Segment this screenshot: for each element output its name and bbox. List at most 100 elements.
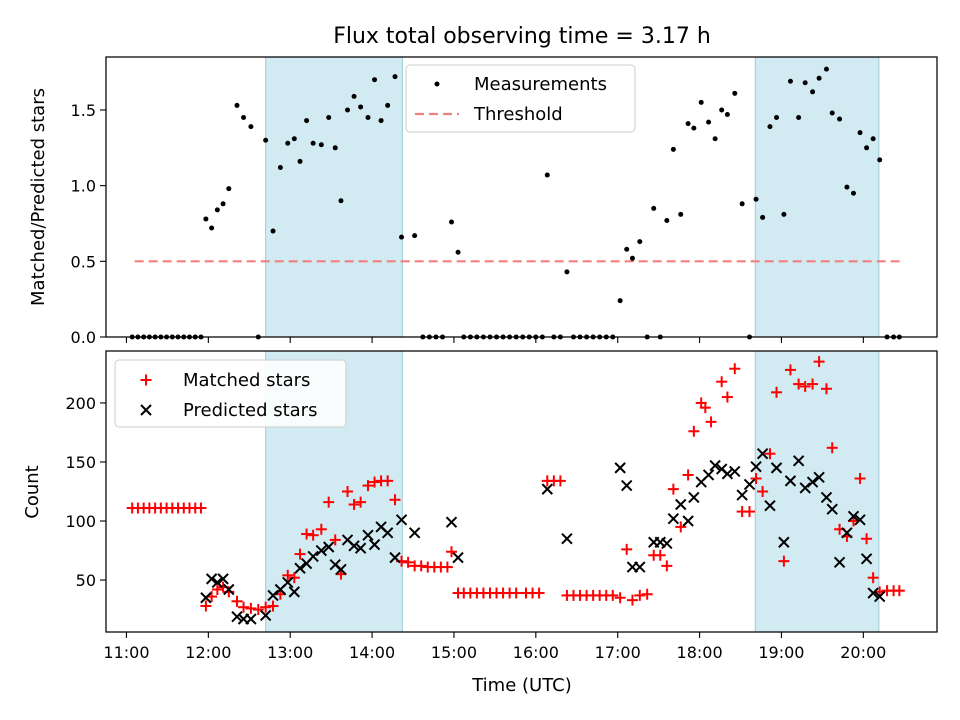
matched-star-point [634, 589, 646, 601]
measurement-point [698, 99, 704, 105]
bottom-shaded-span-1 [754, 350, 880, 633]
bottom-plot-panel: 50 100 150 200 11:00 12:00 13:00 14:00 15:00 16:… [22, 350, 938, 696]
bottom-axes-frame [105, 350, 938, 633]
predicted-star-point [452, 551, 464, 564]
measurement-point [864, 145, 870, 151]
measurement-point [304, 118, 310, 124]
cross-stroke-b [408, 527, 421, 539]
predicted-star-point [867, 587, 879, 599]
matched-star-point [721, 391, 733, 403]
matched-star-point [820, 383, 832, 395]
matched-star-point [252, 604, 264, 616]
matched-star-point [813, 356, 825, 368]
measurement-point [816, 75, 822, 81]
matched-star-point [744, 506, 756, 518]
matched-star-point [793, 378, 805, 390]
measurement-point [787, 78, 793, 84]
cross-stroke-b [667, 512, 680, 525]
x-tick-label: 13:00 [267, 643, 313, 662]
matched-star-point [699, 402, 711, 414]
cross-stroke-b [736, 489, 748, 501]
measurement-point [724, 112, 730, 118]
matched-star-point [369, 476, 381, 488]
matched-star-point [554, 475, 566, 487]
predicted-star-point [389, 551, 401, 564]
measurement-point [234, 102, 240, 108]
measurement-point [739, 201, 745, 207]
cross-stroke-b [770, 462, 783, 474]
cross-stroke-b [282, 576, 294, 589]
matched-star-point [688, 425, 700, 437]
predicted-star-point [315, 544, 328, 557]
predicted-star-point [395, 514, 408, 526]
bottom-y-tick-label: 200 [65, 394, 96, 413]
top-y-tick-label: 1.0 [71, 177, 96, 196]
predicted-star-point [368, 538, 381, 551]
predicted-star-point [335, 563, 347, 576]
cross-stroke-b [205, 573, 218, 585]
predicted-star-point [245, 613, 257, 625]
cross-stroke-b [750, 460, 762, 473]
matched-star-point [716, 376, 728, 388]
legend-predicted-label: Predicted stars [183, 400, 317, 421]
measurement-point [297, 158, 303, 164]
cross-stroke-b [307, 550, 319, 563]
matched-star-point [323, 496, 335, 508]
matched-star-point [355, 496, 367, 508]
top-y-axis: 0.0 0.5 1.0 1.5 [71, 101, 106, 347]
x-tick-label: 20:00 [840, 643, 886, 662]
bottom-legend-box [114, 359, 347, 428]
matched-star-point [329, 534, 341, 546]
predicted-star-point [688, 491, 700, 504]
measurement-point [678, 211, 684, 217]
matched-star-point [607, 589, 619, 601]
measurement-point [719, 107, 725, 113]
measurement-point [664, 217, 670, 223]
cross-stroke-b [826, 503, 838, 515]
matched-star-point [510, 587, 522, 599]
matched-star-point [867, 572, 879, 584]
predicted-star-point [709, 459, 721, 472]
measurement-point [412, 233, 418, 239]
cross-stroke-b [675, 498, 687, 511]
matched-star-point [282, 569, 294, 581]
top-plot-panel: 0.0 0.5 1.0 1.5 Matched/Predicted stars Mea… [28, 56, 938, 347]
cross-stroke-b [452, 551, 464, 564]
top-y-tick-label: 1.5 [71, 101, 96, 120]
measurement-point [277, 164, 283, 170]
measurement-point [220, 201, 226, 207]
cross-stroke-b [541, 483, 553, 495]
measurement-point [624, 246, 630, 252]
predicted-star-point [307, 550, 319, 563]
predicted-star-point [205, 573, 218, 585]
measurement-point [870, 136, 876, 142]
top-axes-frame [105, 56, 938, 338]
measurement-point [203, 216, 209, 222]
predicted-star-point [833, 556, 846, 569]
predicted-star-point [288, 586, 301, 598]
matched-star-point [729, 363, 741, 375]
legend-threshold-label: Threshold [473, 104, 563, 125]
predicted-star-point [634, 561, 646, 573]
bottom-data-marks [126, 356, 905, 625]
predicted-star-point [702, 469, 715, 481]
x-tick-label: 19:00 [758, 643, 804, 662]
x-tick-label: 14:00 [349, 643, 395, 662]
predicted-star-point [764, 499, 776, 512]
cross-stroke-b [778, 536, 790, 548]
predicted-star-point [408, 527, 421, 539]
measurement-point [318, 142, 324, 148]
measurement-point [857, 130, 863, 136]
measurement-point [372, 77, 378, 83]
bottom-y-tick-label: 50 [76, 571, 96, 590]
cross-stroke-b [702, 469, 715, 481]
top-shaded-span-1 [754, 56, 880, 338]
cross-stroke-b [854, 514, 866, 526]
measurement-point [837, 116, 843, 122]
cross-stroke-b [140, 404, 152, 416]
matched-star-point [778, 555, 790, 567]
cross-stroke-b [561, 533, 573, 545]
predicted-star-point [778, 536, 790, 548]
predicted-star-point [675, 498, 687, 511]
